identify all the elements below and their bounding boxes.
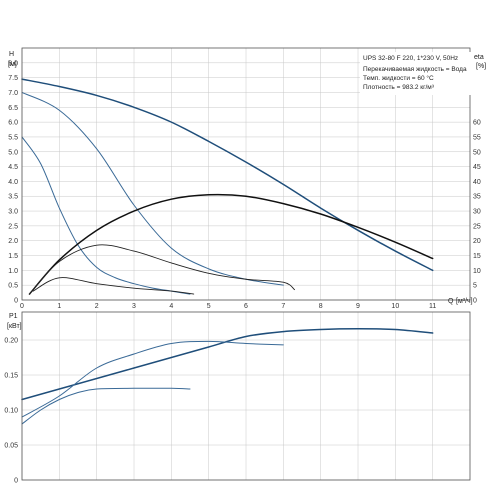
- power-axis-unit: [кВт]: [7, 323, 22, 330]
- y-axis-unit: [м]: [8, 61, 17, 68]
- y2-tick-label: 10: [473, 268, 481, 275]
- y-tick-label: 4.0: [8, 179, 18, 186]
- y2-tick-label: 20: [473, 238, 481, 245]
- efficiency-curve-3: [28, 193, 434, 295]
- power-curve-2: [21, 387, 191, 425]
- efficiency-curve-4: [29, 244, 295, 295]
- y2-tick-label: 45: [473, 164, 481, 171]
- y2-axis-unit: [%]: [476, 63, 486, 70]
- y-tick-label: 6.0: [8, 120, 18, 127]
- power-tick-label: 0.05: [4, 443, 18, 450]
- power-curve-0: [21, 328, 434, 401]
- y2-tick-label: 50: [473, 149, 481, 156]
- x-tick-label: 9: [356, 303, 360, 310]
- power-tick-label: 0: [14, 478, 18, 485]
- power-tick-label: 0.20: [4, 338, 18, 345]
- y-tick-label: 1.5: [8, 253, 18, 260]
- y2-tick-label: 25: [473, 223, 481, 230]
- y-tick-label: 6.5: [8, 105, 18, 112]
- x-tick-label: 1: [57, 303, 61, 310]
- x-tick-label: 6: [244, 303, 248, 310]
- x-tick-label: 10: [391, 303, 399, 310]
- y-tick-label: 4.5: [8, 164, 18, 171]
- plot-frame-top: [21, 47, 471, 301]
- power-curve-1: [21, 340, 284, 418]
- density-info: Плотность = 983.2 кг/м³: [363, 84, 435, 91]
- x-tick-label: 8: [319, 303, 323, 310]
- y2-axis-symbol: eta: [474, 54, 484, 61]
- y-tick-label: 2.0: [8, 238, 18, 245]
- y-axis-symbol: H: [9, 51, 14, 58]
- y2-tick-label: 55: [473, 134, 481, 141]
- x-tick-label: 5: [207, 303, 211, 310]
- x-axis-symbol: Q: [448, 298, 454, 305]
- x-tick-label: 2: [95, 303, 99, 310]
- y-tick-label: 7.5: [8, 75, 18, 82]
- head-curve-2: [21, 136, 191, 295]
- y-tick-label: 3.0: [8, 209, 18, 216]
- y2-tick-label: 15: [473, 253, 481, 260]
- y-tick-label: 8.0: [8, 60, 18, 67]
- y-tick-label: 2.5: [8, 223, 18, 230]
- head-curve-0: [21, 78, 434, 272]
- power-panel: 0 0.05 0.10 0.15 0.20: [4, 311, 471, 485]
- x-tick-label: 0: [20, 303, 24, 310]
- x-tick-label: 3: [132, 303, 136, 310]
- x-tick-label: 7: [281, 303, 285, 310]
- y-tick-label: 0: [14, 298, 18, 305]
- x-tick-label: 11: [429, 303, 436, 310]
- y-tick-label: 1.0: [8, 268, 18, 275]
- y-tick-label: 3.5: [8, 194, 18, 201]
- y-tick-label: 5.0: [8, 149, 18, 156]
- fluid-info: Перекачиваемая жидкость = Вода: [363, 66, 467, 73]
- temperature-info: Темп. жидкости = 60 °C: [363, 74, 434, 82]
- efficiency-curve-5: [32, 277, 195, 295]
- y2-tick-label: 5: [473, 283, 477, 290]
- power-axis-symbol: P1: [9, 313, 18, 320]
- y-tick-label: 5.5: [8, 134, 18, 141]
- x-axis-unit: [м³/ч]: [456, 298, 473, 305]
- chart-title: UPS 32-80 F 220, 1*230 V, 50Hz: [363, 55, 458, 62]
- info-box-bg: [360, 52, 471, 95]
- y2-tick-label: 60: [473, 120, 481, 127]
- y2-tick-label: 40: [473, 179, 481, 186]
- y-tick-label: 0.5: [8, 283, 18, 290]
- x-tick-label: 4: [169, 303, 173, 310]
- power-tick-label: 0.15: [4, 373, 18, 380]
- plot-frame-bottom: [21, 311, 471, 481]
- y-tick-label: 7.0: [8, 90, 18, 97]
- power-tick-label: 0.10: [4, 408, 18, 415]
- y2-tick-label: 35: [473, 194, 481, 201]
- y2-tick-label: 0: [473, 298, 477, 305]
- y2-tick-label: 30: [473, 209, 481, 216]
